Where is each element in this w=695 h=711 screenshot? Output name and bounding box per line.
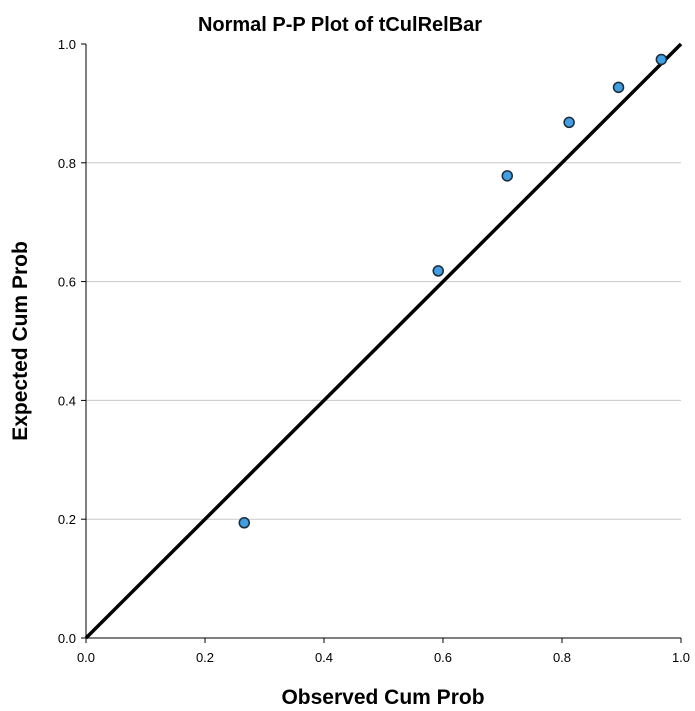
reference-line [84,42,683,640]
chart-title: Normal P-P Plot of tCulRelBar [198,14,482,36]
y-axis-title: Expected Cum Prob [9,241,32,441]
data-point [432,265,444,277]
x-tick-label: 0.2 [196,650,214,665]
x-tick-label: 0.6 [434,650,452,665]
x-tick-label: 1.0 [672,650,690,665]
data-point [501,170,514,182]
gridlines [86,162,681,520]
y-tick-label: 0.4 [58,393,76,408]
y-ticks: 0.0 0.2 0.4 0.6 0.8 1.0 [58,37,86,646]
x-ticks: 0.0 0.2 0.4 0.6 0.8 1.0 [77,638,690,665]
data-point [238,517,251,529]
data-point [612,81,625,94]
y-tick-label: 0.2 [58,512,76,527]
y-tick-label: 0.0 [58,631,76,646]
data-point [563,116,575,129]
x-tick-label: 0.8 [553,650,571,665]
x-tick-label: 0.0 [77,650,95,665]
y-tick-label: 0.8 [58,156,76,171]
y-tick-label: 1.0 [58,37,76,52]
points [238,53,668,529]
y-tick-label: 0.6 [58,275,76,290]
x-axis-title: Observed Cum Prob [281,686,484,709]
x-tick-label: 0.4 [315,650,333,665]
data-point [655,53,668,66]
